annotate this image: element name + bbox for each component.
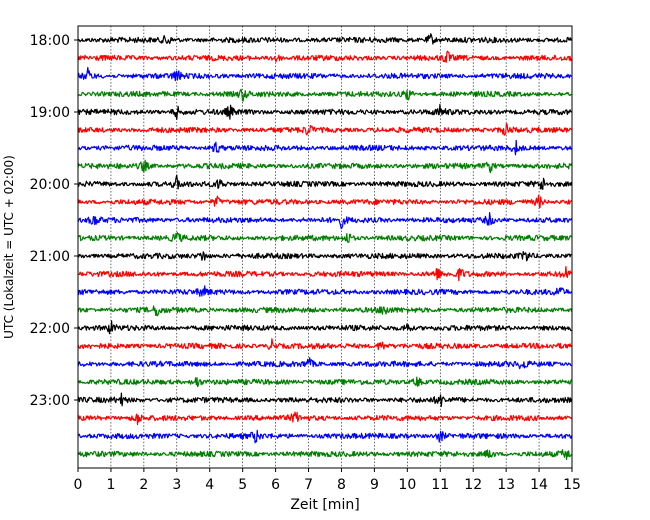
x-axis-title: Zeit [min] [290,497,359,513]
trace-line [78,174,573,190]
trace-line [77,305,573,317]
trace-line [77,103,572,120]
trace-line [77,411,573,426]
trace-line [77,50,573,63]
trace-line [77,338,573,351]
x-axis-ticks: 0 1 2 3 4 5 6 7 8 9 10 11 12 13 14 15 [74,468,581,493]
y-axis-ticks: 18:00 19:00 20:00 21:00 22:00 23:00 [30,33,78,409]
trace-line [77,392,573,407]
trace-line [77,251,572,262]
trace-line [77,320,572,335]
x-tick-label: 2 [139,477,148,493]
trace-line [77,429,573,444]
trace-line [77,123,572,136]
x-tick-label: 7 [304,477,313,493]
x-tick-label: 10 [398,477,416,493]
trace-line [77,88,572,102]
y-axis-title: UTC (Lokalzeit = UTC + 02:00) [2,155,16,339]
y-tick-label: 18:00 [30,33,70,49]
y-tick-label: 20:00 [30,177,70,193]
x-tick-label: 9 [370,477,379,493]
trace-line [77,449,572,461]
trace-group [77,33,573,461]
x-tick-label: 6 [271,477,280,493]
x-tick-label: 14 [530,477,548,493]
trace-line [77,285,573,297]
trace-line [77,232,572,243]
trace-line [77,66,572,82]
x-tick-label: 0 [74,477,83,493]
trace-line [77,159,573,174]
x-tick-label: 15 [563,477,581,493]
trace-line [77,212,573,230]
trace-line [77,376,573,388]
x-tick-label: 11 [431,477,449,493]
y-tick-label: 19:00 [30,105,70,121]
x-tick-label: 4 [205,477,214,493]
plot-frame [77,25,573,469]
trace-line [77,194,572,209]
y-tick-label: 21:00 [30,249,70,265]
trace-line [77,357,572,370]
x-tick-label: 8 [337,477,346,493]
y-tick-label: 23:00 [30,393,70,409]
trace-line [77,266,573,282]
trace-line [77,33,573,45]
x-tick-label: 3 [172,477,181,493]
x-tick-label: 13 [497,477,515,493]
x-tick-label: 5 [238,477,247,493]
x-tick-label: 1 [106,477,115,493]
trace-line [77,139,573,156]
x-tick-label: 12 [464,477,482,493]
y-tick-label: 22:00 [30,321,70,337]
